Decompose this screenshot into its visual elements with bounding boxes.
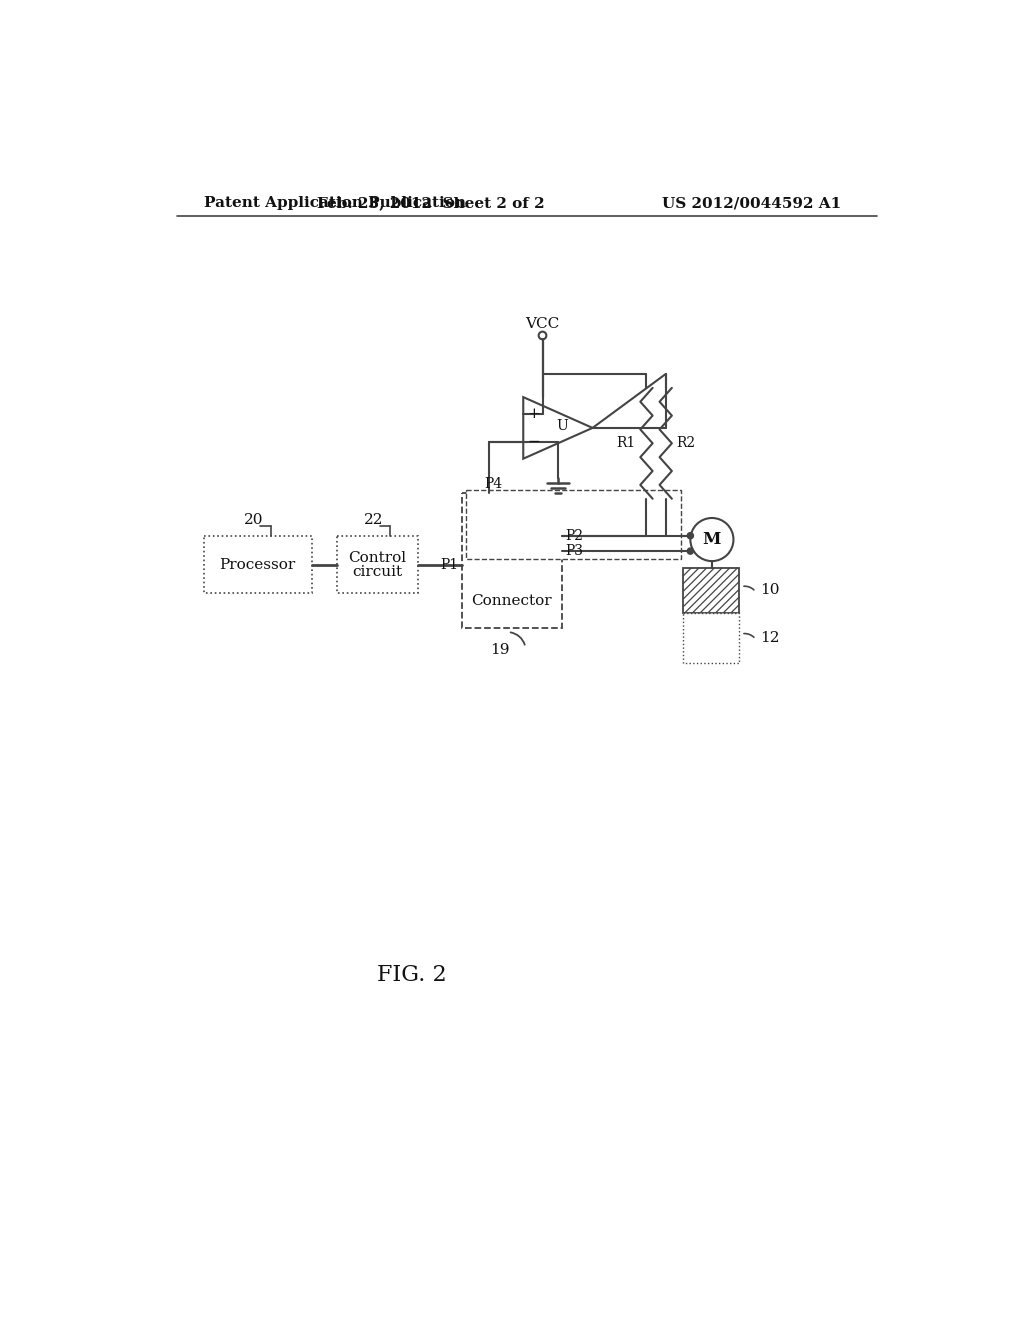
Text: −: − — [527, 434, 540, 449]
Text: +: + — [527, 407, 540, 421]
Text: R1: R1 — [616, 437, 636, 450]
Text: 22: 22 — [364, 513, 383, 527]
Circle shape — [690, 517, 733, 561]
Circle shape — [539, 331, 547, 339]
Bar — [462, 494, 562, 628]
Circle shape — [643, 532, 649, 539]
Text: P4: P4 — [484, 477, 503, 491]
Text: 20: 20 — [244, 513, 263, 527]
Text: U: U — [556, 420, 567, 433]
Circle shape — [687, 532, 693, 539]
Text: Connector: Connector — [471, 594, 552, 609]
Text: FIG. 2: FIG. 2 — [377, 964, 446, 986]
Circle shape — [687, 548, 693, 554]
Text: 12: 12 — [761, 631, 780, 644]
Text: P3: P3 — [565, 544, 584, 558]
Circle shape — [643, 532, 649, 539]
Text: Processor: Processor — [219, 557, 296, 572]
Text: R2: R2 — [677, 437, 695, 450]
Text: Control: Control — [348, 552, 407, 565]
Text: Patent Application Publication: Patent Application Publication — [204, 197, 466, 210]
Polygon shape — [523, 397, 593, 459]
Bar — [466, 490, 681, 558]
Bar — [683, 568, 739, 612]
Bar — [204, 536, 311, 594]
Text: 10: 10 — [761, 583, 780, 598]
Bar — [683, 612, 739, 663]
Text: US 2012/0044592 A1: US 2012/0044592 A1 — [662, 197, 841, 210]
Text: Feb. 23, 2012  Sheet 2 of 2: Feb. 23, 2012 Sheet 2 of 2 — [317, 197, 545, 210]
Text: VCC: VCC — [525, 317, 560, 331]
Text: circuit: circuit — [352, 565, 402, 578]
Text: P2: P2 — [565, 529, 584, 543]
Text: 19: 19 — [490, 643, 510, 656]
Bar — [337, 536, 418, 594]
Text: M: M — [702, 531, 721, 548]
Text: P1: P1 — [440, 557, 459, 572]
